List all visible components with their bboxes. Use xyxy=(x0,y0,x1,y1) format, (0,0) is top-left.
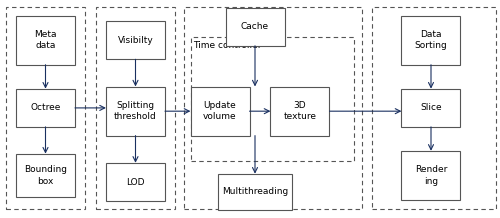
Bar xyxy=(184,7,362,209)
Text: Render
ing: Render ing xyxy=(415,165,447,186)
Bar xyxy=(16,16,75,65)
Text: LOD: LOD xyxy=(126,177,145,187)
Text: Bounding
box: Bounding box xyxy=(24,165,67,186)
Text: Meta
data: Meta data xyxy=(34,30,57,50)
Bar xyxy=(16,89,75,127)
Text: Visibilty: Visibilty xyxy=(118,36,154,45)
Bar xyxy=(106,87,165,136)
Bar xyxy=(16,154,75,197)
Text: Octree: Octree xyxy=(30,103,60,112)
Text: Cache: Cache xyxy=(241,22,269,31)
Text: Splitting
threshold: Splitting threshold xyxy=(114,101,157,121)
Text: Time controller: Time controller xyxy=(194,41,262,50)
Bar xyxy=(402,151,460,200)
Bar xyxy=(218,174,292,210)
Bar xyxy=(402,16,460,65)
Text: 3D
texture: 3D texture xyxy=(284,101,316,121)
Text: Update
volume: Update volume xyxy=(203,101,237,121)
Bar xyxy=(190,87,250,136)
Bar xyxy=(402,89,460,127)
Bar xyxy=(270,87,330,136)
Bar xyxy=(372,7,496,209)
Bar xyxy=(106,21,165,60)
Bar xyxy=(106,163,165,201)
Bar xyxy=(191,37,354,161)
Text: Multithreading: Multithreading xyxy=(222,187,288,196)
Text: Data
Sorting: Data Sorting xyxy=(414,30,448,50)
Bar xyxy=(226,8,284,46)
Bar xyxy=(96,7,175,209)
Text: Slice: Slice xyxy=(420,103,442,112)
Bar xyxy=(6,7,85,209)
